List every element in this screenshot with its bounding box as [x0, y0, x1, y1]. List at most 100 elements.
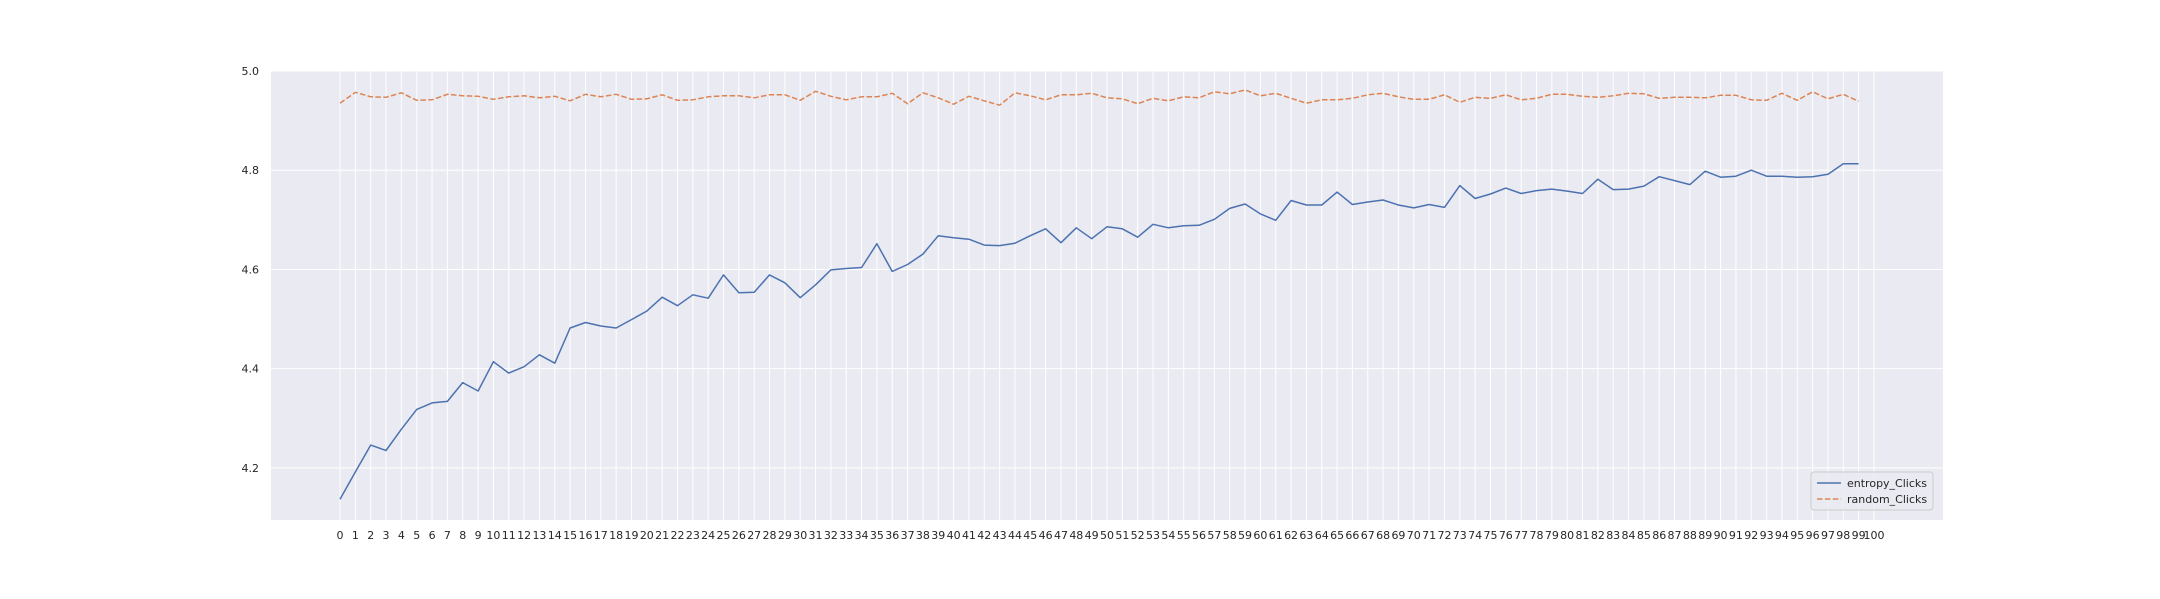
x-tick-label: 64 — [1315, 529, 1329, 542]
x-tick-label: 43 — [993, 529, 1007, 542]
legend-box — [1810, 471, 1934, 511]
x-tick-label: 69 — [1391, 529, 1405, 542]
x-tick-label: 47 — [1054, 529, 1068, 542]
x-tick-label: 22 — [670, 529, 684, 542]
x-tick-label: 51 — [1115, 529, 1129, 542]
x-tick-label: 73 — [1453, 529, 1467, 542]
x-tick-label: 16 — [578, 529, 592, 542]
x-tick-label: 99 — [1852, 529, 1866, 542]
x-tick-label: 88 — [1683, 529, 1697, 542]
x-tick-label: 5 — [413, 529, 420, 542]
x-tick-label: 31 — [809, 529, 823, 542]
x-tick-label: 80 — [1560, 529, 1574, 542]
x-tick-label: 41 — [962, 529, 976, 542]
x-tick-label: 29 — [778, 529, 792, 542]
x-tick-label: 94 — [1775, 529, 1789, 542]
x-tick-label: 40 — [947, 529, 961, 542]
x-tick-label: 10 — [486, 529, 500, 542]
x-tick-label: 79 — [1545, 529, 1559, 542]
x-tick-label: 70 — [1407, 529, 1421, 542]
x-tick-label: 44 — [1008, 529, 1022, 542]
x-tick-label: 56 — [1192, 529, 1206, 542]
y-tick-label: 4.4 — [242, 363, 260, 376]
x-tick-label: 9 — [475, 529, 482, 542]
x-tick-label: 38 — [916, 529, 930, 542]
x-tick-label: 35 — [870, 529, 884, 542]
x-tick-label: 45 — [1023, 529, 1037, 542]
x-tick-label: 81 — [1576, 529, 1590, 542]
x-tick-label: 96 — [1806, 529, 1820, 542]
x-tick-label: 68 — [1376, 529, 1390, 542]
x-tick-label: 30 — [793, 529, 807, 542]
x-tick-label: 15 — [563, 529, 577, 542]
x-tick-label: 1 — [352, 529, 359, 542]
x-tick-label: 42 — [977, 529, 991, 542]
x-tick-label: 78 — [1530, 529, 1544, 542]
x-tick-label: 72 — [1437, 529, 1451, 542]
x-tick-label: 6 — [429, 529, 436, 542]
x-tick-label: 67 — [1361, 529, 1375, 542]
x-tick-label: 100 — [1863, 529, 1884, 542]
grid-lines — [271, 70, 1943, 520]
x-tick-label: 50 — [1100, 529, 1114, 542]
x-tick-label: 98 — [1836, 529, 1850, 542]
x-tick-label: 86 — [1652, 529, 1666, 542]
x-tick-label: 23 — [686, 529, 700, 542]
x-tick-label: 54 — [1161, 529, 1175, 542]
y-axis-tick-labels: 4.2 4.4 4.6 4.8 5.0 — [242, 65, 260, 475]
x-tick-label: 65 — [1330, 529, 1344, 542]
x-tick-label: 53 — [1146, 529, 1160, 542]
x-tick-label: 24 — [701, 529, 715, 542]
x-tick-label: 37 — [901, 529, 915, 542]
y-tick-label: 5.0 — [242, 65, 260, 78]
x-tick-label: 59 — [1238, 529, 1252, 542]
x-tick-label: 39 — [931, 529, 945, 542]
x-tick-label: 90 — [1714, 529, 1728, 542]
legend: entropy_Clicks random_Clicks — [1810, 471, 1934, 511]
x-tick-label: 82 — [1591, 529, 1605, 542]
series-line-random-clicks — [339, 89, 1859, 106]
x-tick-label: 76 — [1499, 529, 1513, 542]
x-tick-label: 21 — [655, 529, 669, 542]
x-tick-label: 66 — [1345, 529, 1359, 542]
x-tick-label: 87 — [1668, 529, 1682, 542]
x-tick-label: 71 — [1422, 529, 1436, 542]
x-tick-label: 62 — [1284, 529, 1298, 542]
x-tick-label: 46 — [1039, 529, 1053, 542]
x-tick-label: 57 — [1207, 529, 1221, 542]
y-tick-label: 4.8 — [242, 164, 260, 177]
x-tick-label: 4 — [398, 529, 405, 542]
x-tick-label: 2 — [367, 529, 374, 542]
x-tick-label: 60 — [1253, 529, 1267, 542]
x-tick-label: 0 — [337, 529, 344, 542]
x-tick-label: 91 — [1729, 529, 1743, 542]
series-line-entropy-clicks — [339, 163, 1859, 500]
legend-label: random_Clicks — [1847, 493, 1927, 506]
x-tick-label: 52 — [1131, 529, 1145, 542]
series-lines — [339, 89, 1859, 500]
y-tick-label: 4.6 — [242, 263, 260, 276]
x-tick-label: 25 — [717, 529, 731, 542]
x-tick-label: 48 — [1069, 529, 1083, 542]
x-tick-label: 17 — [594, 529, 608, 542]
x-axis-tick-labels: 0 1 2 3 4 5 6 7 8 9 10 11 12 13 14 15 16 17 18 19 20 21 22 23 24… — [337, 529, 1885, 542]
x-tick-label: 83 — [1606, 529, 1620, 542]
y-tick-label: 4.2 — [242, 462, 260, 475]
x-tick-label: 36 — [885, 529, 899, 542]
x-tick-label: 34 — [855, 529, 869, 542]
x-tick-label: 97 — [1821, 529, 1835, 542]
x-tick-label: 61 — [1269, 529, 1283, 542]
x-tick-label: 77 — [1514, 529, 1528, 542]
x-tick-label: 92 — [1744, 529, 1758, 542]
x-tick-label: 33 — [839, 529, 853, 542]
x-tick-label: 55 — [1177, 529, 1191, 542]
x-tick-label: 7 — [444, 529, 451, 542]
x-tick-label: 8 — [459, 529, 466, 542]
x-tick-label: 32 — [824, 529, 838, 542]
x-tick-label: 85 — [1637, 529, 1651, 542]
x-tick-label: 28 — [763, 529, 777, 542]
x-tick-label: 13 — [532, 529, 546, 542]
x-tick-label: 49 — [1085, 529, 1099, 542]
